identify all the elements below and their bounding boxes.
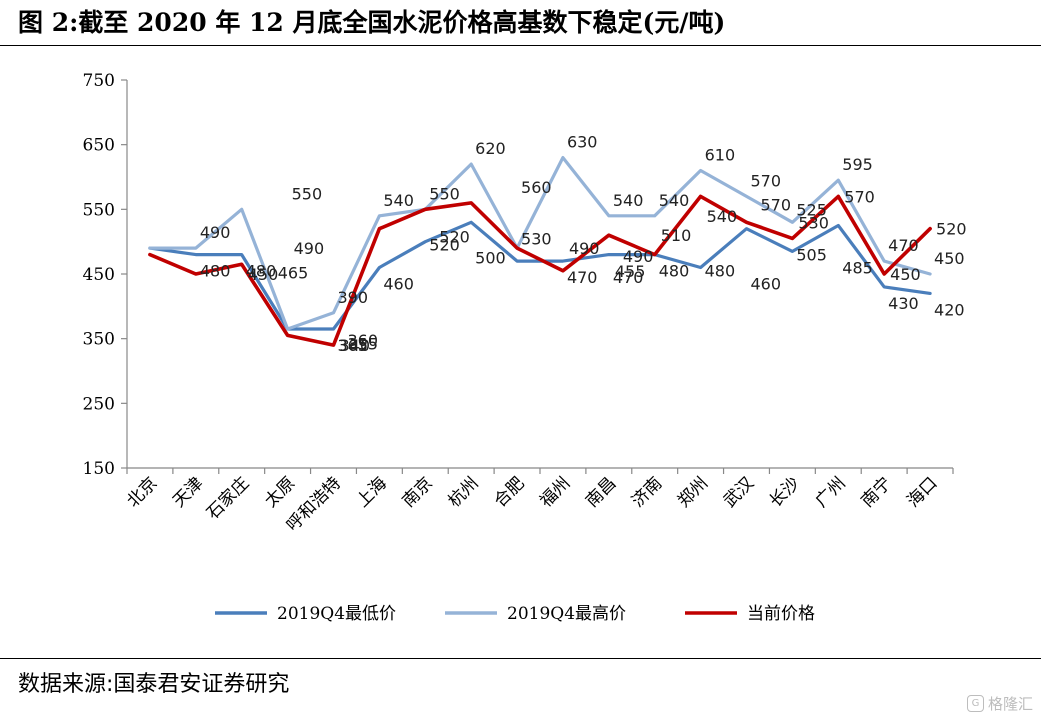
x-tick-label: 海口	[903, 473, 941, 511]
watermark-logo-icon: G	[966, 695, 984, 712]
data-label: 490	[294, 239, 325, 258]
chart-title: 图 2:截至 2020 年 12 月底全国水泥价格高基数下稳定(元/吨)	[18, 8, 726, 37]
y-tick-label: 450	[83, 265, 115, 285]
data-label: 365	[338, 336, 369, 355]
x-tick-label: 长沙	[766, 473, 804, 511]
x-tick-label: 福州	[536, 473, 574, 511]
data-label: 450	[934, 249, 965, 268]
x-tick-label: 南京	[399, 473, 437, 511]
data-label: 520	[429, 236, 460, 255]
data-label: 505	[796, 245, 827, 264]
data-label: 530	[521, 229, 552, 248]
watermark-text: 格隆汇	[987, 695, 1033, 713]
x-tick-label: 武汉	[720, 473, 758, 511]
data-label: 560	[521, 178, 552, 197]
x-tick-label: 太原	[261, 473, 299, 511]
data-label: 490	[569, 239, 600, 258]
data-label: 570	[751, 171, 782, 190]
data-label: 530	[798, 213, 829, 232]
x-tick-label: 南宁	[858, 473, 896, 511]
data-label: 490	[623, 247, 654, 266]
data-label: 540	[613, 191, 644, 210]
y-tick-label: 350	[83, 330, 115, 350]
x-tick-label: 郑州	[674, 473, 712, 511]
x-tick-label: 南昌	[582, 473, 620, 511]
data-label: 525	[796, 201, 827, 220]
data-label: 510	[661, 226, 692, 245]
data-label: 620	[475, 139, 506, 158]
x-tick-label: 济南	[628, 473, 666, 511]
data-label: 390	[338, 288, 369, 307]
data-label: 430	[888, 294, 919, 313]
data-label: 460	[383, 275, 414, 294]
data-label: 420	[934, 300, 965, 319]
data-label: 480	[200, 262, 231, 281]
data-label: 450	[890, 265, 921, 284]
data-label: 470	[613, 268, 644, 287]
data-label: 540	[383, 191, 414, 210]
data-label: 630	[567, 133, 598, 152]
data-label: 480	[659, 262, 690, 281]
data-label: 360	[348, 331, 379, 350]
x-tick-label: 杭州	[445, 473, 483, 511]
data-label: 340	[340, 336, 371, 355]
x-tick-label: 北京	[123, 473, 161, 511]
data-label: 550	[429, 184, 460, 203]
x-tick-label: 天津	[169, 473, 207, 511]
data-label: 520	[439, 228, 470, 247]
data-label: 460	[751, 275, 782, 294]
y-tick-label: 650	[83, 136, 115, 156]
x-tick-label: 石家庄	[203, 473, 253, 523]
data-label: 610	[705, 146, 736, 165]
data-label: 540	[659, 191, 690, 210]
bottom-rule	[0, 658, 1041, 659]
y-tick-label: 250	[83, 394, 115, 414]
data-label: 540	[707, 207, 738, 226]
top-rule	[0, 45, 1041, 46]
data-label: 570	[761, 195, 792, 214]
data-label: 550	[292, 184, 323, 203]
x-tick-label: 合肥	[490, 473, 528, 511]
data-label: 450	[248, 265, 279, 284]
y-tick-label: 550	[83, 200, 115, 220]
legend-label: 2019Q4最低价	[277, 604, 396, 624]
y-tick-label: 150	[83, 459, 115, 479]
data-label: 595	[842, 155, 873, 174]
source-note: 数据来源:国泰君安证券研究	[18, 672, 290, 697]
data-label: 480	[246, 262, 277, 281]
data-label: 455	[615, 262, 646, 281]
data-label: 570	[844, 187, 875, 206]
data-label: 485	[842, 258, 873, 277]
x-tick-label: 广州	[812, 473, 850, 511]
y-tick-label: 750	[83, 71, 115, 91]
watermark: G 格隆汇	[966, 693, 1033, 714]
legend-label: 当前价格	[747, 604, 815, 624]
data-label: 355	[348, 334, 379, 353]
data-label: 500	[475, 249, 506, 268]
data-label: 490	[200, 223, 231, 242]
data-label: 465	[278, 263, 309, 282]
data-label: 520	[936, 220, 967, 239]
data-label: 470	[888, 236, 919, 255]
legend-label: 2019Q4最高价	[507, 604, 626, 624]
series-line-1	[148, 155, 932, 331]
series-line-2	[148, 194, 932, 347]
data-label: 480	[705, 262, 736, 281]
x-tick-label: 上海	[353, 473, 391, 511]
data-label: 470	[567, 268, 598, 287]
